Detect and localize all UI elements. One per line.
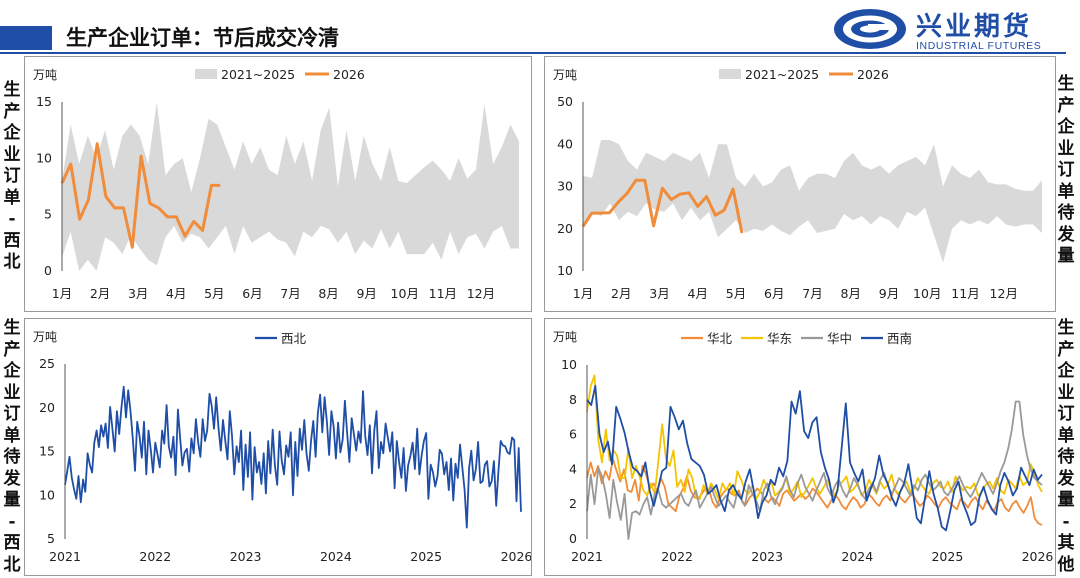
y-tick-label: 20	[557, 221, 573, 236]
unit-label: 万吨	[553, 68, 577, 82]
chart-panel-northwest-orders: 0 5 10 15 万吨 1月 2月 3月 4月 5月 6月 7月 8月 9月 10月 11月 12月 2021~…	[24, 56, 532, 312]
x-tick-label: 8月	[318, 286, 338, 301]
side-label-bottom-right: 生产企业订单待发量-其他	[1057, 318, 1075, 575]
x-tick-label: 8月	[841, 286, 861, 301]
series-line	[64, 385, 522, 529]
y-tick-label: 10	[557, 263, 573, 278]
x-tick-label: 2022	[139, 549, 171, 564]
y-tick-label: 0	[44, 263, 52, 278]
y-tick-label: 8	[569, 392, 577, 407]
side-label-top-right: 生产企业订单待发量	[1057, 74, 1075, 266]
legend-label-range: 2021~2025	[221, 67, 295, 82]
x-tick-label: 9月	[879, 286, 899, 301]
x-tick-label: 12月	[990, 286, 1018, 301]
y-tick-label: 0	[569, 531, 577, 546]
y-tick-label: 2	[569, 496, 577, 511]
legend-swatch-range	[719, 69, 741, 79]
x-tick-label: 2023	[230, 549, 262, 564]
series-2026-line	[60, 142, 221, 249]
unit-label: 万吨	[33, 68, 57, 82]
x-tick-label: 6月	[764, 286, 784, 301]
y-tick-label: 50	[557, 94, 573, 109]
y-tick-label: 6	[569, 427, 577, 442]
side-label-bottom-left: 生产企业订单待发量-西北	[3, 318, 21, 575]
y-tick-label: 5	[44, 207, 52, 222]
x-tick-label: 4月	[166, 286, 186, 301]
legend-label: 西南	[887, 331, 912, 346]
chart-panel-northwest-pending: 2021 2022 2023 2024 2025 2026 西北 5 10 15 20 25 万吨	[24, 318, 532, 576]
logo-text-cn: 兴业期货	[916, 12, 1033, 42]
legend-label-range: 2021~2025	[745, 67, 819, 82]
series-line	[586, 400, 1043, 540]
unit-label: 万吨	[33, 330, 57, 344]
x-tick-label: 1月	[52, 286, 72, 301]
y-tick-label: 15	[39, 444, 55, 459]
x-tick-label: 10月	[913, 286, 941, 301]
series-line	[586, 458, 1043, 526]
legend-label: 西北	[281, 331, 307, 346]
chart-pending-orders: 10 20 30 40 50 万吨 1月 2月 3月 4月 5月 6月 7月 8月 9月 10月 11月 12月 2…	[553, 67, 1042, 301]
y-tick-label: 25	[39, 356, 55, 371]
x-tick-label: 7月	[802, 286, 822, 301]
x-tick-label: 2025	[931, 549, 963, 564]
legend-label-2026: 2026	[857, 67, 889, 82]
y-tick-label: 5	[47, 531, 55, 546]
legend-label: 华东	[767, 331, 792, 346]
x-tick-label: 5月	[726, 286, 746, 301]
y-tick-label: 15	[36, 94, 52, 109]
x-tick-label: 2026	[1022, 549, 1054, 564]
y-tick-label: 30	[557, 179, 573, 194]
x-tick-label: 3月	[649, 286, 669, 301]
x-tick-label: 10月	[391, 286, 419, 301]
header-accent-bar	[0, 26, 52, 50]
x-tick-label: 2021	[571, 549, 603, 564]
page-title: 生产企业订单：节后成交冷清	[66, 26, 339, 50]
range-band-area	[62, 102, 519, 271]
x-tick-label: 5月	[204, 286, 224, 301]
company-logo: 兴业期货 INDUSTRIAL FUTURES	[832, 6, 1072, 52]
x-tick-label: 2023	[751, 549, 783, 564]
header-divider	[0, 52, 1066, 54]
chart-panel-pending-orders: 10 20 30 40 50 万吨 1月 2月 3月 4月 5月 6月 7月 8月 9月 10月 11月 12月 2…	[544, 56, 1056, 312]
x-tick-label: 2025	[410, 549, 442, 564]
series-line	[586, 374, 1043, 500]
x-tick-label: 3月	[128, 286, 148, 301]
legend-label-2026: 2026	[333, 67, 365, 82]
x-tick-label: 1月	[573, 286, 593, 301]
x-tick-label: 2022	[661, 549, 693, 564]
x-tick-label: 7月	[280, 286, 300, 301]
y-tick-label: 10	[561, 357, 577, 372]
x-tick-label: 12月	[467, 286, 495, 301]
y-tick-label: 40	[557, 136, 573, 151]
chart-other-pending: 2021 2022 2023 2024 2025 2026 华北 华东 华中 西南 0 2 4 6 8 10 万…	[553, 330, 1054, 564]
unit-label: 万吨	[553, 330, 577, 344]
logo-text-en: INDUSTRIAL FUTURES	[916, 40, 1042, 52]
legend-label: 华中	[827, 331, 852, 346]
x-tick-label: 2月	[90, 286, 110, 301]
y-tick-label: 10	[39, 487, 55, 502]
legend-swatch-range	[195, 69, 217, 79]
x-tick-label: 4月	[688, 286, 708, 301]
x-tick-label: 2024	[841, 549, 873, 564]
y-tick-label: 4	[569, 461, 577, 476]
series-2026-line	[581, 178, 744, 234]
x-tick-label: 2026	[501, 549, 531, 564]
legend-label: 华北	[707, 331, 733, 346]
chart-panel-other-pending: 2021 2022 2023 2024 2025 2026 华北 华东 华中 西南 0 2 4 6 8 10 万…	[544, 318, 1056, 576]
x-tick-label: 11月	[951, 286, 979, 301]
x-tick-label: 2021	[49, 549, 81, 564]
chart-northwest-orders: 0 5 10 15 万吨 1月 2月 3月 4月 5月 6月 7月 8月 9月 10月 11月 12月 2021~…	[33, 67, 519, 301]
x-tick-label: 6月	[242, 286, 262, 301]
x-tick-label: 9月	[356, 286, 376, 301]
y-tick-label: 10	[36, 150, 52, 165]
y-tick-label: 20	[39, 400, 55, 415]
side-label-top-left: 生产企业订单-西北	[3, 80, 21, 272]
x-tick-label: 11月	[429, 286, 457, 301]
x-tick-label: 2月	[611, 286, 631, 301]
range-band-area	[583, 140, 1042, 263]
series-line	[586, 385, 1043, 532]
logo-emblem-icon	[834, 9, 906, 49]
x-tick-label: 2024	[320, 549, 352, 564]
